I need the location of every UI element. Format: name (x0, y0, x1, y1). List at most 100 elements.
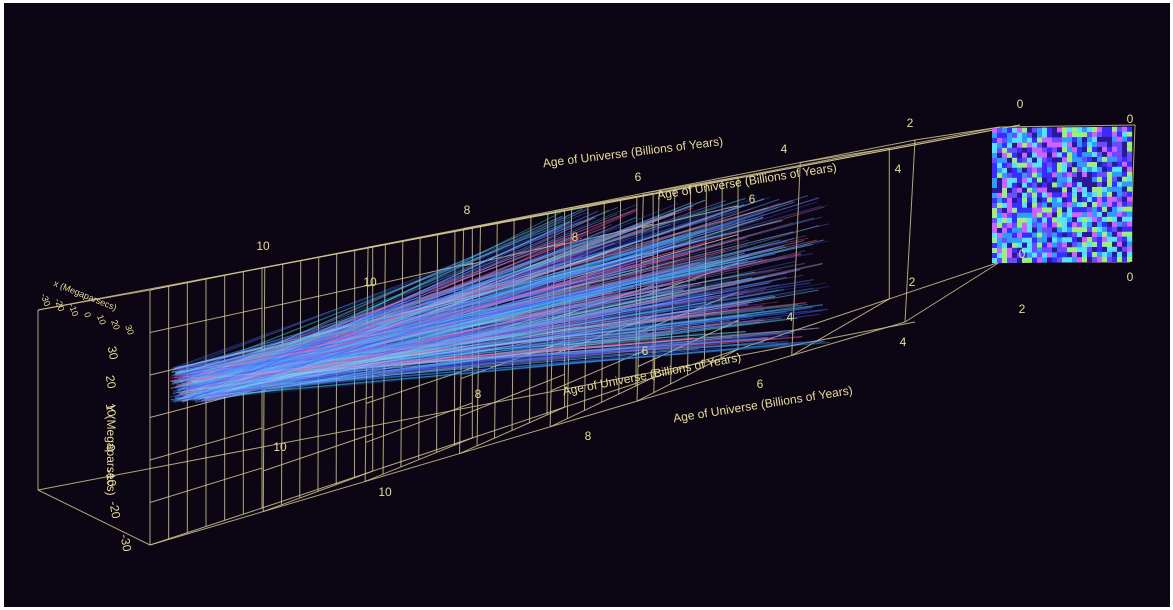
noise-cell (1022, 197, 1028, 203)
noise-cell (1007, 207, 1013, 214)
noise-cell (1077, 132, 1083, 138)
streak (209, 263, 823, 400)
noise-cell (1112, 256, 1118, 262)
noise-cell (1032, 257, 1038, 263)
noise-cell (1027, 172, 1033, 178)
noise-cell (1127, 141, 1133, 147)
noise-cell (1042, 137, 1048, 143)
noise-cell (1127, 156, 1133, 162)
noise-cell (1112, 211, 1118, 217)
noise-cell (1027, 127, 1033, 133)
noise-cell (1062, 137, 1068, 143)
noise-cell (1047, 142, 1053, 148)
label: 20 (109, 318, 122, 331)
noise-cell (1107, 126, 1113, 133)
noise-cell (1067, 217, 1073, 223)
noise-cell (1042, 217, 1048, 223)
noise-cell (1017, 252, 1023, 258)
noise-cell (1047, 162, 1053, 168)
streak (193, 288, 595, 369)
noise-cell (1107, 136, 1113, 143)
noise-cell (1087, 242, 1093, 248)
noise-cell (1052, 237, 1058, 243)
noise-cell (1102, 226, 1108, 233)
noise-cell (1067, 147, 1073, 153)
noise-cell (1017, 132, 1023, 138)
noise-cell (1032, 157, 1038, 163)
streak (203, 200, 793, 375)
noise-cell (1057, 192, 1063, 198)
noise-cell (1007, 172, 1013, 179)
streak (179, 237, 677, 369)
noise-cell (1007, 167, 1013, 174)
noise-cell (1087, 232, 1093, 238)
noise-cell (1047, 132, 1053, 138)
streak (188, 251, 609, 396)
streak (184, 307, 675, 392)
noise-cell (1012, 142, 1018, 148)
noise-cell (1067, 142, 1073, 148)
noise-cell (1022, 172, 1028, 178)
noise-cell (1047, 127, 1053, 133)
noise-cell (1117, 126, 1123, 132)
noise-cell (1092, 162, 1098, 168)
streak (195, 292, 680, 398)
noise-cell (1037, 177, 1043, 183)
noise-cell (1127, 171, 1133, 177)
noise-cell (1087, 252, 1093, 258)
noise-cell (1002, 137, 1008, 144)
noise-cell (1012, 227, 1018, 233)
noise-cell (997, 247, 1003, 254)
noise-cell (1047, 147, 1053, 153)
noise-cell (1042, 172, 1048, 178)
noise-cell (1017, 147, 1023, 153)
noise-cell (1032, 222, 1038, 228)
streak (171, 220, 583, 370)
noise-cell (1047, 227, 1053, 233)
noise-cell (1017, 207, 1023, 213)
noise-cell (1122, 256, 1128, 262)
noise-cell (1082, 237, 1088, 243)
noise-cell (1042, 177, 1048, 183)
label: 2 (909, 275, 916, 289)
noise-cell (1072, 132, 1078, 138)
noise-cell (1112, 216, 1118, 222)
noise-cell (1082, 177, 1088, 183)
noise-cell (1082, 242, 1088, 248)
noise-cell (1017, 197, 1023, 203)
noise-cell (1047, 177, 1053, 183)
streak (174, 223, 830, 380)
noise-cell (992, 143, 998, 149)
streak (193, 219, 780, 380)
noise-cell (1037, 217, 1043, 223)
noise-cell (1117, 201, 1123, 207)
noise-cell (1082, 257, 1088, 263)
noise-cell (1092, 152, 1098, 158)
noise-cell (1127, 216, 1133, 222)
noise-cell (1102, 126, 1108, 133)
noise-cell (1017, 137, 1023, 143)
label: 8 (464, 203, 471, 217)
noise-cell (1052, 207, 1058, 213)
label: 10 (273, 440, 287, 454)
noise-cell (1112, 206, 1118, 212)
noise-cell (1087, 152, 1093, 158)
noise-cell (997, 187, 1003, 194)
streak (180, 282, 770, 400)
noise-cell (1002, 132, 1008, 139)
streak (202, 293, 744, 393)
noise-cell (1117, 171, 1123, 177)
noise-cell (1037, 127, 1043, 133)
noise-cell (1032, 227, 1038, 233)
noise-cell (1077, 242, 1083, 248)
noise-cell (1057, 157, 1063, 163)
noise-cell (1092, 132, 1098, 138)
noise-cell (1062, 147, 1068, 153)
noise-cell (1042, 167, 1048, 173)
noise-cell (1107, 226, 1113, 233)
noise-cell (1067, 207, 1073, 213)
noise-cell (1007, 182, 1013, 189)
noise-cell (1097, 156, 1103, 163)
noise-cell (992, 163, 998, 169)
noise-cell (1042, 232, 1048, 238)
